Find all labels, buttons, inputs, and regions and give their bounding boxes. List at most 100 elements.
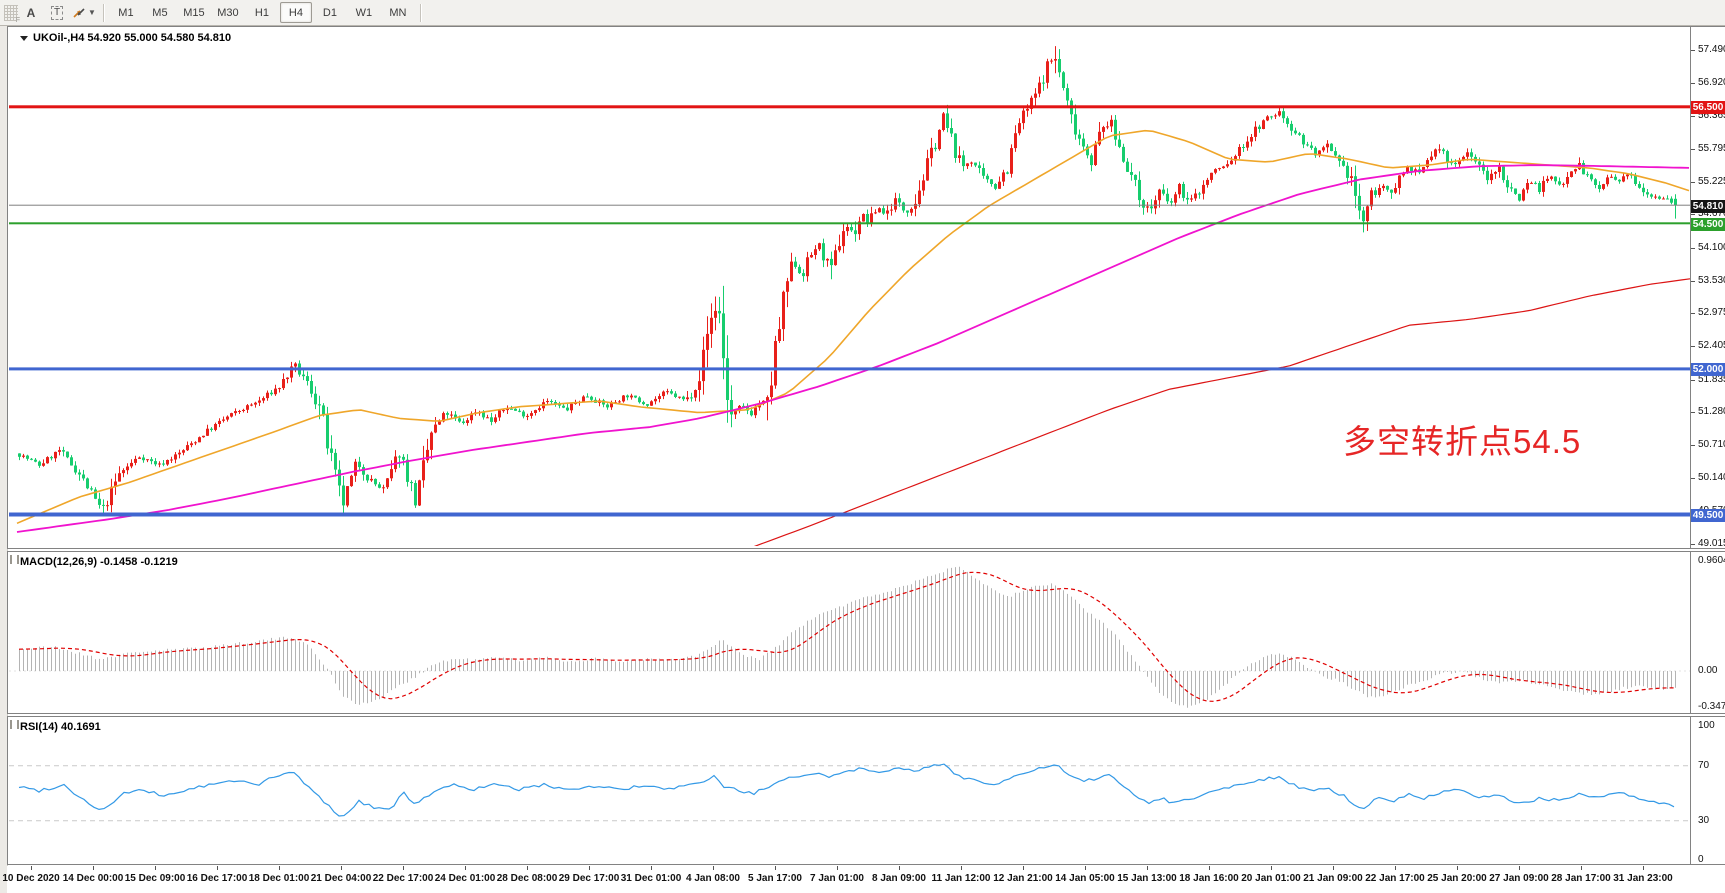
timeframe-button-w1[interactable]: W1 [355, 6, 373, 19]
price-tick-label: 52.405 [1698, 340, 1725, 351]
macd-axis-label: 0.00 [1698, 665, 1718, 676]
price-tick-label: 49.015 [1698, 538, 1725, 549]
timeframe-button-h4[interactable]: H4 [279, 2, 312, 23]
time-tick-mark [713, 866, 714, 870]
macd-axis-border [1690, 552, 1691, 713]
time-tick-mark [403, 866, 404, 870]
time-tick-mark [1457, 866, 1458, 870]
price-tick-label: 51.835 [1698, 374, 1725, 385]
price-badge-56.500: 56.500 [1691, 101, 1725, 114]
time-axis-label: 18 Dec 01:00 [248, 873, 310, 884]
timeframe-button-d1[interactable]: D1 [322, 6, 337, 19]
time-axis-label: 15 Jan 13:00 [1117, 873, 1177, 884]
panel-resize-grip[interactable] [10, 555, 19, 564]
time-axis-label: 25 Jan 20:00 [1427, 873, 1487, 884]
time-axis-label: 28 Dec 08:00 [496, 873, 558, 884]
time-axis-label: 27 Jan 09:00 [1489, 873, 1549, 884]
price-tick-label: 50.140 [1698, 472, 1725, 483]
time-tick-mark [217, 866, 218, 870]
time-tick-mark [155, 866, 156, 870]
price-tick-mark [1691, 83, 1695, 84]
chart-title[interactable]: UKOil-,H4 54.920 55.000 54.580 54.810 [20, 32, 231, 44]
rsi-axis-label: 30 [1698, 815, 1710, 826]
timeframe-button-m5[interactable]: M5 [152, 6, 168, 19]
chevron-down-icon: ▼ [88, 8, 96, 17]
price-tick-label: 52.975 [1698, 307, 1725, 318]
price-tick-label: 55.795 [1698, 143, 1725, 154]
time-axis-label: 21 Dec 04:00 [310, 873, 372, 884]
time-axis-label: 14 Dec 00:00 [62, 873, 124, 884]
timeframe-button-m1[interactable]: M1 [118, 6, 134, 19]
price-tick-mark [1691, 50, 1695, 51]
time-axis-label: 22 Jan 17:00 [1365, 873, 1425, 884]
price-tick-mark [1691, 182, 1695, 183]
time-tick-mark [1581, 866, 1582, 870]
price-tick-mark [1691, 412, 1695, 413]
macd-axis-label: -0.3473 [1698, 701, 1725, 712]
time-axis-label: 31 Jan 23:00 [1613, 873, 1673, 884]
text-box-tool-icon[interactable]: T [45, 2, 69, 23]
price-tick-label: 57.490 [1698, 44, 1725, 55]
chart-title-text: UKOil-,H4 54.920 55.000 54.580 54.810 [33, 32, 232, 44]
price-badge-54.500: 54.500 [1691, 218, 1725, 231]
time-tick-mark [1085, 866, 1086, 870]
time-axis-label: 31 Dec 01:00 [620, 873, 682, 884]
timeframe-button-group: M1 M5 M15 M30 H1 H4 D1 W1 MN [109, 2, 415, 23]
time-tick-mark [1333, 866, 1334, 870]
rsi-axis-border [1690, 717, 1691, 864]
macd-indicator-panel[interactable]: MACD(12,26,9) -0.1458 -0.1219 0.9604 0.00… [7, 551, 1725, 714]
time-tick-mark [961, 866, 962, 870]
price-tick-mark [1691, 346, 1695, 347]
toolbar-separator [419, 3, 421, 22]
time-tick-mark [93, 866, 94, 870]
price-tick-mark [1691, 478, 1695, 479]
chart-annotation-text: 多空转折点54.5 [1343, 423, 1582, 460]
panel-resize-grip[interactable] [10, 720, 19, 729]
price-tick-mark [1691, 313, 1695, 314]
time-tick-mark [899, 866, 900, 870]
price-tick-mark [1691, 544, 1695, 545]
time-tick-mark [1271, 866, 1272, 870]
rsi-indicator-panel[interactable]: RSI(14) 40.1691 100 70 30 0 [7, 716, 1725, 865]
candlestick-plot[interactable] [9, 27, 1691, 546]
text-label-tool-icon[interactable]: A [26, 5, 36, 20]
time-axis-label: 11 Jan 12:00 [931, 873, 991, 884]
price-axis-border [1690, 27, 1691, 548]
price-chart-panel[interactable]: UKOil-,H4 54.920 55.000 54.580 54.810 多空… [7, 26, 1725, 549]
time-axis-label: 15 Dec 09:00 [124, 873, 186, 884]
price-tick-mark [1691, 116, 1695, 117]
macd-label: MACD(12,26,9) -0.1458 -0.1219 [20, 556, 178, 568]
arrows-tool-icon[interactable]: ▼ [71, 2, 97, 23]
rsi-axis-label: 0 [1698, 854, 1704, 865]
timeframe-button-mn[interactable]: MN [389, 6, 407, 19]
timeframe-button-m30[interactable]: M30 [217, 6, 239, 19]
time-axis-label: 10 Dec 2020 [2, 873, 60, 884]
timeframe-button-m15[interactable]: M15 [183, 6, 205, 19]
timeframe-button-h1[interactable]: H1 [254, 6, 269, 19]
rsi-plot[interactable] [9, 717, 1691, 862]
time-axis-label: 12 Jan 21:00 [993, 873, 1053, 884]
diagonal-arrows-icon [73, 7, 85, 18]
price-tick-mark [1691, 149, 1695, 150]
rsi-axis-label: 100 [1698, 720, 1715, 731]
price-tick-label: 53.530 [1698, 275, 1725, 286]
rsi-label: RSI(14) 40.1691 [20, 721, 101, 733]
price-tick-label: 55.225 [1698, 176, 1725, 187]
price-tick-label: 54.100 [1698, 242, 1725, 253]
time-tick-mark [1395, 866, 1396, 870]
price-badge-49.500: 49.500 [1691, 509, 1725, 522]
symbol-dropdown-icon[interactable] [20, 36, 28, 41]
time-axis-label: 20 Jan 01:00 [1241, 873, 1301, 884]
macd-plot[interactable] [9, 552, 1691, 711]
price-tick-mark [1691, 248, 1695, 249]
time-axis-label: 24 Dec 01:00 [434, 873, 496, 884]
time-axis-label: 28 Jan 17:00 [1551, 873, 1611, 884]
price-tick-mark [1691, 281, 1695, 282]
price-tick-label: 51.280 [1698, 406, 1725, 417]
toolbar: F A T ▼ M1 M5 M15 M30 H1 H4 D1 W1 MN [0, 0, 1725, 26]
time-tick-mark [651, 866, 652, 870]
time-axis-label: 7 Jan 01:00 [810, 873, 864, 884]
time-tick-mark [1147, 866, 1148, 870]
time-axis[interactable]: 10 Dec 2020 14 Dec 00:00 15 Dec 09:00 16 De… [2, 866, 1724, 893]
toolbar-separator [102, 3, 104, 22]
